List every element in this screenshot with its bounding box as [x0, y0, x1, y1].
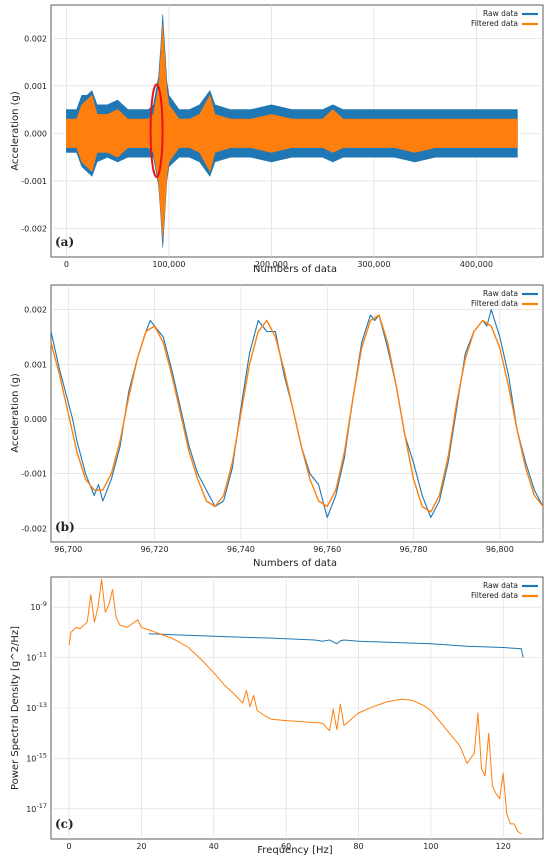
grid-c [51, 577, 543, 839]
x-tick-label: 80 [353, 842, 363, 851]
panel-a: 0 100,000 200,000 300,000 400,000 -0.002-0.0… [10, 4, 544, 275]
series-area-b [50, 309, 544, 518]
legend-raw-label-b: Raw data [483, 289, 518, 298]
x-tick-label: 0 [67, 842, 72, 851]
x-tick-label: 96,780 [400, 545, 428, 554]
legend-a: Raw data Filtered data [471, 9, 538, 28]
plot-area-b [50, 284, 544, 543]
filtered-psd-line [68, 579, 522, 835]
x-ticks-c: 0 20 40 60 80 100 120 [67, 842, 511, 851]
x-tick-label: 300,000 [357, 260, 390, 269]
legend-raw-label-a: Raw data [483, 9, 518, 18]
y-axis-label-c: Power Spectral Density [g^2/Hz] [10, 626, 21, 790]
x-ticks-b: 96,700 96,720 96,740 96,760 96,780 96,800 [54, 545, 514, 554]
x-tick-label: 96,720 [141, 545, 169, 554]
x-tick-label: 60 [281, 842, 291, 851]
x-tick-label: 100 [423, 842, 438, 851]
y-ticks-c: 10-9 10-11 10-13 10-15 10-17 [26, 600, 47, 814]
legend-filtered-label-b: Filtered data [471, 299, 518, 308]
x-axis-label-a: Numbers of data [253, 264, 337, 275]
y-tick-label: 10-11 [26, 651, 47, 663]
panel-label-a: (a) [55, 235, 74, 249]
legend-b: Raw data Filtered data [471, 289, 538, 308]
legend-c: Raw data Filtered data [471, 581, 538, 600]
y-tick-label: -0.001 [21, 177, 47, 186]
series-area-a [66, 14, 518, 248]
grid-b [51, 285, 543, 542]
series-area-c [68, 579, 524, 835]
x-tick-label: 200,000 [255, 260, 288, 269]
x-tick-label: 400,000 [460, 260, 493, 269]
legend-filtered-label-a: Filtered data [471, 19, 518, 28]
y-tick-label: -0.002 [21, 524, 47, 533]
annotation-a [149, 83, 164, 179]
y-tick-label: -0.002 [21, 224, 47, 233]
x-tick-label: 20 [136, 842, 146, 851]
y-tick-label: 0.000 [24, 129, 47, 138]
y-tick-label: 0.002 [24, 34, 47, 43]
y-tick-label: 10-15 [26, 751, 47, 763]
legend-raw-label-c: Raw data [483, 581, 518, 590]
x-axis-label-c: Frequency [Hz] [257, 845, 333, 856]
y-tick-label: -0.001 [21, 470, 47, 479]
y-tick-label: 0.001 [24, 360, 47, 369]
x-tick-label: 120 [496, 842, 511, 851]
y-tick-label: 0.000 [24, 415, 47, 424]
raw-psd-line [148, 633, 524, 658]
y-tick-label: 10-13 [26, 701, 47, 713]
plot-area-a [50, 4, 544, 258]
panel-b: 96,700 96,720 96,740 96,760 96,780 96,800 -0.… [10, 284, 544, 569]
legend-filtered-label-c: Filtered data [471, 591, 518, 600]
panel-label-c: (c) [55, 817, 74, 831]
x-ticks-a: 0 100,000 200,000 300,000 400,000 [64, 260, 493, 269]
filtered-data-line [50, 314, 544, 513]
panel-c: 0 20 40 60 80 100 120 10-9 10-11 10-13 10-15 10-17… [10, 576, 544, 856]
x-tick-label: 0 [64, 260, 69, 269]
x-tick-label: 96,700 [54, 545, 82, 554]
y-ticks-b: -0.002 -0.001 0.000 0.001 0.002 [21, 306, 47, 534]
x-tick-label: 100,000 [152, 260, 185, 269]
panel-label-b: (b) [55, 520, 75, 534]
y-tick-label: 0.002 [24, 306, 47, 315]
y-tick-label: 0.001 [24, 82, 47, 91]
x-axis-label-b: Numbers of data [253, 558, 337, 569]
y-axis-label-b: Acceleration (g) [10, 373, 21, 453]
x-tick-label: 96,800 [486, 545, 514, 554]
y-ticks-a: -0.002 -0.001 0.000 0.001 0.002 [21, 34, 47, 233]
x-tick-label: 40 [209, 842, 219, 851]
x-tick-label: 96,740 [227, 545, 255, 554]
y-axis-label-a: Acceleration (g) [10, 91, 21, 171]
highlight-ellipse [149, 83, 164, 179]
filtered-data-envelope [66, 23, 518, 239]
y-tick-label: 10-9 [30, 600, 47, 612]
x-tick-label: 96,760 [313, 545, 341, 554]
y-tick-label: 10-17 [26, 802, 47, 814]
